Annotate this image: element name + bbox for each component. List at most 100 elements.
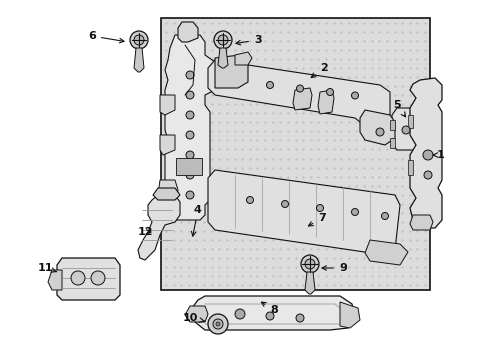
Point	[413, 156, 421, 161]
Point	[314, 93, 322, 98]
Point	[177, 219, 185, 225]
Point	[245, 183, 253, 189]
Point	[245, 84, 253, 89]
Point	[344, 156, 352, 161]
Point	[405, 246, 413, 252]
Point	[284, 228, 291, 234]
Point	[420, 147, 428, 152]
Point	[184, 201, 192, 207]
Point	[306, 74, 314, 80]
Point	[230, 210, 238, 216]
Point	[314, 74, 322, 80]
Point	[268, 264, 276, 270]
Point	[359, 228, 367, 234]
Point	[420, 165, 428, 170]
Point	[329, 201, 337, 207]
Point	[390, 47, 398, 53]
Point	[162, 129, 169, 134]
Point	[200, 29, 207, 35]
Point	[397, 74, 405, 80]
Point	[162, 29, 169, 35]
Point	[284, 273, 291, 279]
Point	[367, 120, 375, 125]
Point	[276, 74, 284, 80]
Point	[230, 237, 238, 243]
Point	[261, 156, 268, 161]
Point	[245, 255, 253, 261]
Point	[276, 273, 284, 279]
Point	[261, 129, 268, 134]
Point	[306, 129, 314, 134]
Point	[268, 29, 276, 35]
Point	[192, 183, 200, 189]
Point	[276, 102, 284, 107]
Point	[230, 56, 238, 62]
Point	[329, 264, 337, 270]
Point	[299, 255, 306, 261]
Point	[215, 273, 223, 279]
Point	[261, 255, 268, 261]
Point	[405, 237, 413, 243]
Point	[322, 47, 329, 53]
Point	[245, 228, 253, 234]
Point	[382, 84, 390, 89]
Point	[284, 147, 291, 152]
Point	[382, 47, 390, 53]
Point	[284, 129, 291, 134]
Point	[207, 219, 215, 225]
Point	[245, 56, 253, 62]
Point	[306, 183, 314, 189]
Circle shape	[185, 151, 194, 159]
Point	[337, 111, 345, 116]
Point	[382, 29, 390, 35]
Point	[184, 255, 192, 261]
Polygon shape	[317, 90, 333, 114]
Point	[329, 165, 337, 170]
Point	[344, 147, 352, 152]
Point	[405, 29, 413, 35]
Point	[276, 129, 284, 134]
Point	[352, 246, 360, 252]
Polygon shape	[389, 138, 394, 148]
Point	[291, 183, 299, 189]
Point	[253, 65, 261, 71]
Point	[169, 111, 177, 116]
Point	[382, 111, 390, 116]
Point	[177, 56, 185, 62]
Point	[230, 264, 238, 270]
Point	[223, 165, 230, 170]
Point	[177, 111, 185, 116]
Point	[253, 156, 261, 161]
Point	[162, 102, 169, 107]
Point	[268, 183, 276, 189]
Point	[344, 65, 352, 71]
Point	[169, 65, 177, 71]
Point	[352, 65, 360, 71]
Point	[375, 111, 383, 116]
Point	[207, 228, 215, 234]
Point	[359, 174, 367, 180]
Point	[207, 273, 215, 279]
Point	[268, 201, 276, 207]
Point	[223, 237, 230, 243]
Point	[413, 282, 421, 288]
Point	[223, 264, 230, 270]
Point	[314, 102, 322, 107]
Point	[276, 246, 284, 252]
Point	[268, 255, 276, 261]
Point	[367, 219, 375, 225]
Point	[405, 47, 413, 53]
Point	[329, 192, 337, 198]
Point	[390, 84, 398, 89]
Point	[306, 47, 314, 53]
Point	[291, 192, 299, 198]
Circle shape	[265, 312, 273, 320]
Point	[382, 219, 390, 225]
Point	[268, 47, 276, 53]
Point	[314, 111, 322, 116]
Point	[344, 102, 352, 107]
Point	[177, 38, 185, 44]
Point	[375, 93, 383, 98]
Point	[268, 102, 276, 107]
Point	[352, 38, 360, 44]
